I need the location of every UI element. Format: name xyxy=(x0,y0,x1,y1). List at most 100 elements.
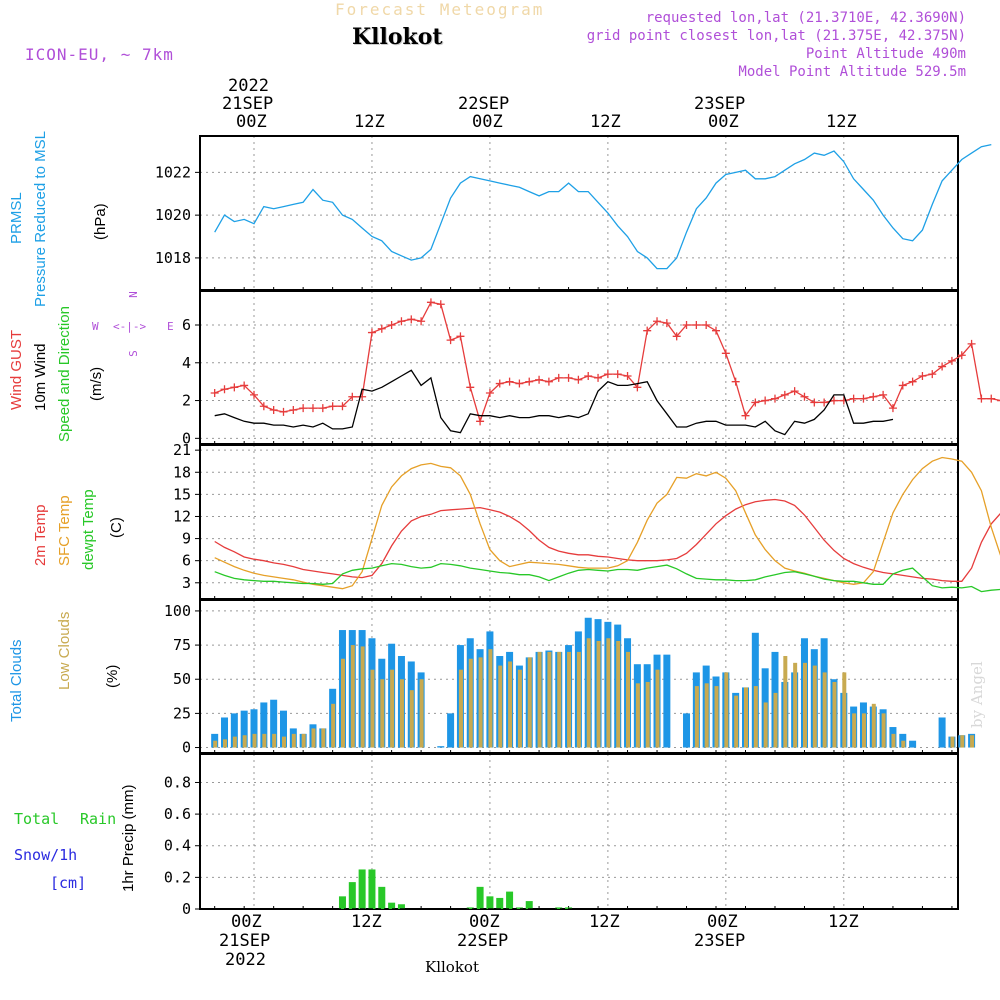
low-cloud-bar xyxy=(950,736,955,748)
gust-marker xyxy=(426,298,435,307)
low-cloud-bar xyxy=(291,733,296,748)
gust-marker xyxy=(485,389,494,397)
low-cloud-bar xyxy=(488,649,493,748)
low-cloud-bar xyxy=(213,740,218,748)
bottom-year: 2022 xyxy=(225,950,266,970)
gust-marker xyxy=(613,370,622,379)
wind-10m-line xyxy=(214,369,894,436)
gust-marker xyxy=(564,373,573,382)
precip-total-label: Total xyxy=(14,810,60,828)
gust-marker xyxy=(957,351,966,360)
y-tick-label: 4 xyxy=(182,354,191,372)
low-cloud-bar xyxy=(861,713,866,748)
y-tick-label: 21 xyxy=(173,441,191,459)
precip-bar xyxy=(338,896,346,909)
total-cloud-bar xyxy=(230,713,238,748)
gust-marker xyxy=(643,326,652,335)
gust-marker xyxy=(407,315,416,324)
gust-marker xyxy=(947,356,956,365)
precip-bar xyxy=(506,891,514,909)
gust-marker xyxy=(250,390,258,399)
low-cloud-bar xyxy=(704,683,709,748)
y-tick-label: 50 xyxy=(173,670,191,688)
low-cloud-bar xyxy=(301,733,306,748)
bottom-tick-label: 12Z xyxy=(351,912,382,932)
requested-coords: requested lon,lat (21.3710E, 42.3690N) xyxy=(645,10,966,26)
gust-marker xyxy=(220,385,229,394)
total-cloud-bar xyxy=(909,740,917,748)
low-cloud-bar xyxy=(793,662,798,748)
low-cloud-bar xyxy=(822,672,827,748)
y-tick-label: 0 xyxy=(182,429,191,447)
gust-marker xyxy=(829,396,838,405)
sfc-temp-line xyxy=(214,456,1000,590)
gust-marker xyxy=(987,394,996,403)
gust-marker xyxy=(653,317,662,326)
gust-marker xyxy=(269,406,278,414)
gust-marker xyxy=(967,339,976,348)
low-cloud-bar xyxy=(242,735,247,748)
y-tick-label: 0 xyxy=(182,900,191,918)
low-cloud-bar xyxy=(606,638,611,748)
gust-marker xyxy=(623,372,632,380)
gust-marker xyxy=(240,381,249,390)
location-title: Kllokot xyxy=(352,24,443,50)
gust-marker xyxy=(702,321,711,329)
y-tick-label: 1020 xyxy=(155,206,191,224)
precip-bar xyxy=(515,907,523,909)
top-date-3: 23SEP xyxy=(694,94,746,114)
gust-marker xyxy=(358,392,367,401)
low-cloud-bar xyxy=(272,733,277,748)
gust-marker xyxy=(417,317,426,326)
low-cloud-bar xyxy=(802,662,807,748)
panel-frame xyxy=(199,444,959,600)
bottom-date-1: 21SEP xyxy=(219,931,271,951)
precip-cm-label: [cm] xyxy=(50,874,87,892)
low-cloud-bar xyxy=(645,681,650,748)
low-cloud-bar xyxy=(960,735,965,748)
y-tick-label: 25 xyxy=(173,704,191,722)
low-cloud-bar xyxy=(635,683,640,748)
low-cloud-bar xyxy=(694,686,699,748)
low-cloud-bar xyxy=(970,735,975,748)
y-tick-label: 75 xyxy=(173,636,191,654)
gust-marker xyxy=(721,349,730,358)
low-cloud-bar xyxy=(596,640,601,748)
bottom-tick-label: 00Z xyxy=(707,912,738,932)
precip-bar xyxy=(476,886,484,909)
low-cloud-bar xyxy=(586,638,591,748)
point-altitude: Point Altitude 490m xyxy=(805,46,966,62)
gust-marker xyxy=(879,390,888,399)
low-cloud-bar xyxy=(321,728,326,748)
low-cloud-bar xyxy=(557,651,562,748)
gust-marker xyxy=(535,375,544,384)
footer-location: Kllokot xyxy=(425,958,479,976)
precip-bar xyxy=(525,901,533,909)
gust-marker xyxy=(761,396,770,405)
low-cloud-bar xyxy=(232,736,237,748)
gust-marker xyxy=(918,372,927,380)
gust-marker xyxy=(731,377,740,386)
bottom-date-3: 23SEP xyxy=(694,931,746,951)
top-year: 2022 xyxy=(228,76,269,96)
gust-marker xyxy=(328,402,337,411)
gust-marker xyxy=(928,370,937,379)
total-cloud-bar xyxy=(663,654,671,748)
top-tick-label: 12Z xyxy=(826,112,857,132)
low-cloud-bar xyxy=(783,656,788,748)
precip-bar xyxy=(486,896,494,909)
precip-snow-label: Snow/1h xyxy=(14,846,78,864)
gust-marker xyxy=(800,392,809,401)
gust-marker xyxy=(938,362,947,371)
gust-marker xyxy=(279,407,288,416)
total-cloud-bar xyxy=(240,710,248,748)
y-tick-label: 6 xyxy=(182,316,191,334)
low-cloud-bar xyxy=(508,661,513,748)
low-cloud-bar xyxy=(842,672,847,748)
gust-marker xyxy=(367,328,376,337)
total-cloud-bar xyxy=(221,717,229,748)
y-tick-label: 2 xyxy=(182,392,191,410)
prmsl-line xyxy=(214,143,992,270)
low-cloud-bar xyxy=(311,728,316,748)
gust-marker xyxy=(436,300,445,309)
